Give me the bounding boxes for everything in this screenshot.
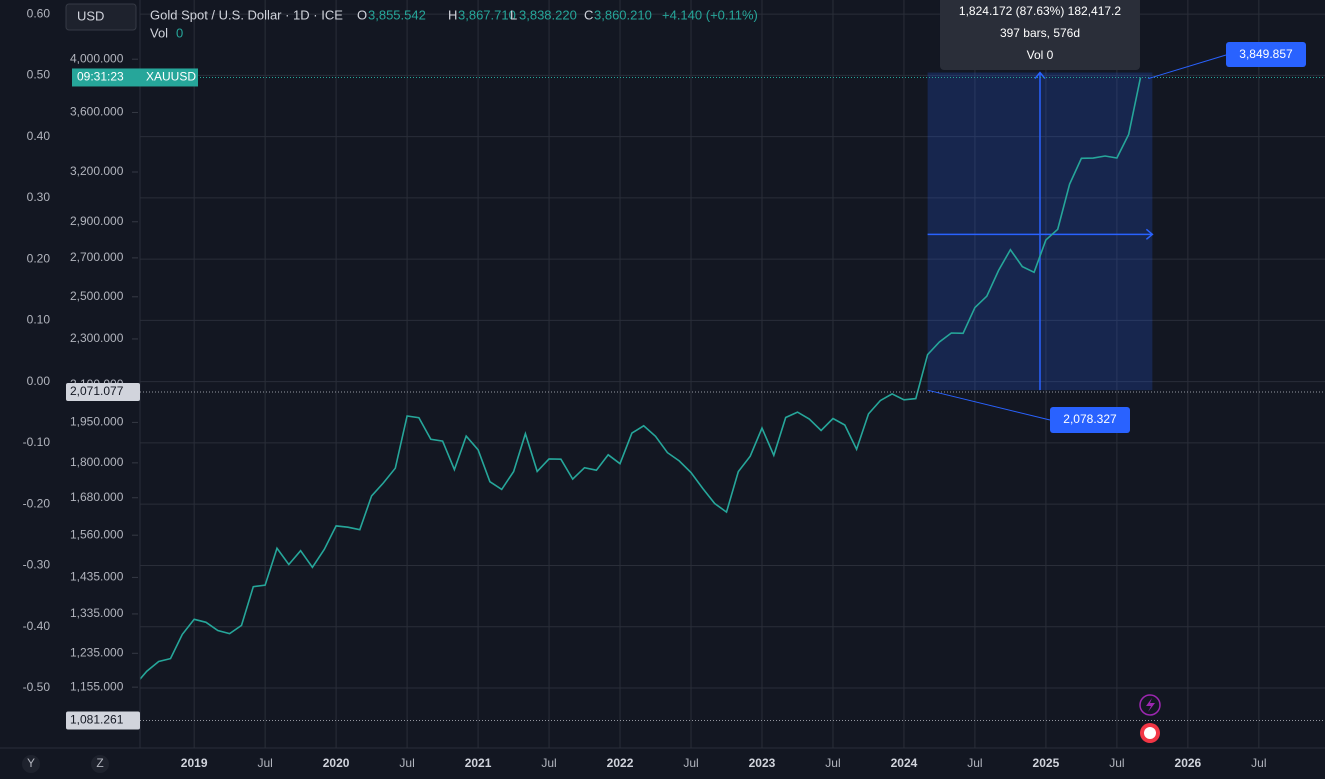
toolbar-button[interactable] [91, 755, 109, 773]
price-line-box [66, 382, 140, 401]
y2-tick-label: 0.30 [27, 190, 51, 204]
measure-leader [1148, 54, 1227, 80]
x-tick-label: Jul [683, 756, 698, 770]
x-tick-label: Jul [967, 756, 982, 770]
last-price-box [72, 68, 198, 87]
y2-tick-label: 0.00 [27, 374, 51, 388]
low-value: 3,838.220 [519, 7, 577, 22]
events-icon-inner [1144, 727, 1156, 739]
y-tick-label: 1,680.000 [70, 490, 124, 504]
y2-tick-label: 0.20 [27, 251, 51, 265]
x-tick-label: 2026 [1175, 756, 1202, 770]
x-tick-label: 2022 [607, 756, 634, 770]
y2-tick-label: 0.50 [27, 68, 51, 82]
measure-h-head [1145, 228, 1154, 240]
price-line-box [66, 711, 140, 730]
x-tick-label: 2024 [891, 756, 918, 770]
y-tick-label: 3,600.000 [70, 105, 124, 119]
y2-tick-label: 0.40 [27, 129, 51, 143]
y2-tick-label: -0.20 [23, 496, 51, 510]
grid [140, 0, 1325, 748]
y-tick-label: 1,800.000 [70, 455, 124, 469]
x-tick-label: 2021 [465, 756, 492, 770]
measure-start-box [1050, 407, 1130, 433]
y-tick-label: 1,155.000 [70, 679, 124, 693]
axes: 0.60 0.50 0.40 0.30 0.20 0.10 0.00 -0.10 -0.20 -0… [23, 6, 1267, 770]
y-tick-label: 2,500.000 [70, 289, 124, 303]
x-tick-label: 2025 [1033, 756, 1060, 770]
toolbar-right: Z [96, 756, 103, 770]
open-value: 3,855.542 [368, 7, 426, 22]
volume-value: 0 [176, 25, 183, 40]
y-tick-label: 3,200.000 [70, 164, 124, 178]
x-tick-label: 2023 [749, 756, 776, 770]
low-label: L [510, 7, 517, 22]
currency: USD [77, 8, 104, 23]
y2-tick-label: 0.10 [27, 313, 51, 327]
y-tick-label: 1,335.000 [70, 606, 124, 620]
y2-tick-label: -0.50 [23, 680, 51, 694]
x-tick-label: Jul [1109, 756, 1124, 770]
high-value: 3,867.710 [458, 7, 516, 22]
y-tick-label: 2,700.000 [70, 250, 124, 264]
measure-v-head [1034, 71, 1046, 80]
plot-area [140, 71, 1154, 681]
open-label: O [357, 7, 367, 22]
y2-tick-label: 0.60 [27, 6, 51, 20]
volume-label: Vol [150, 25, 168, 40]
change: +4.140 (+0.11%) [662, 7, 758, 22]
x-tick-label: Jul [399, 756, 414, 770]
measure-end-label: 3,849.857 [1239, 47, 1293, 61]
alert-icon[interactable] [1139, 694, 1161, 716]
y2-tick-label: -0.40 [23, 619, 51, 633]
x-tick-label: Jul [541, 756, 556, 770]
x-tick-label: Jul [1251, 756, 1266, 770]
price-line-label: 1,081.261 [70, 713, 124, 727]
measure-tooltip [939, 0, 1140, 70]
x-tick-label: 2020 [323, 756, 350, 770]
y2-tick-label: -0.10 [23, 435, 51, 449]
y-tick-label: 4,000.000 [70, 51, 124, 65]
close-value: 3,860.210 [594, 7, 652, 22]
measure-tooltip-line: Vol 0 [1027, 48, 1054, 62]
y-tick-label: 2,300.000 [70, 331, 124, 345]
x-tick-label: Jul [257, 756, 272, 770]
measure-tooltip-line: 397 bars, 576d [1000, 26, 1080, 40]
measure-leader [927, 389, 1051, 421]
countdown: 09:31:23 [77, 70, 124, 84]
measure-tooltip-line: 1,824.172 (87.63%) 182,417.2 [959, 4, 1121, 18]
y-tick-label: 1,950.000 [70, 415, 124, 429]
y-tick-label: 1,235.000 [70, 645, 124, 659]
series-name: XAUUSD [146, 70, 196, 84]
close-label: C [584, 7, 593, 22]
y2-tick-label: -0.30 [23, 558, 51, 572]
currency-button[interactable] [65, 3, 137, 31]
measure-end-box [1226, 42, 1306, 67]
alert-icon-bolt [1146, 698, 1155, 712]
x-tick-label: Jul [825, 756, 840, 770]
toolbar-button[interactable] [22, 755, 40, 773]
y-tick-label: 1,560.000 [70, 527, 124, 541]
y-tick-label: 2,900.000 [70, 214, 124, 228]
toolbar-left: Y [27, 756, 35, 770]
y-tick-label: 1,435.000 [70, 570, 124, 584]
price-line-label: 2,071.077 [70, 384, 124, 398]
price-line-series [140, 77, 1142, 681]
measure-start-label: 2,078.327 [1063, 412, 1117, 426]
x-tick-label: 2019 [181, 756, 208, 770]
symbol: Gold Spot / U.S. Dollar · 1D · ICE [150, 7, 343, 22]
high-label: H [448, 7, 457, 22]
